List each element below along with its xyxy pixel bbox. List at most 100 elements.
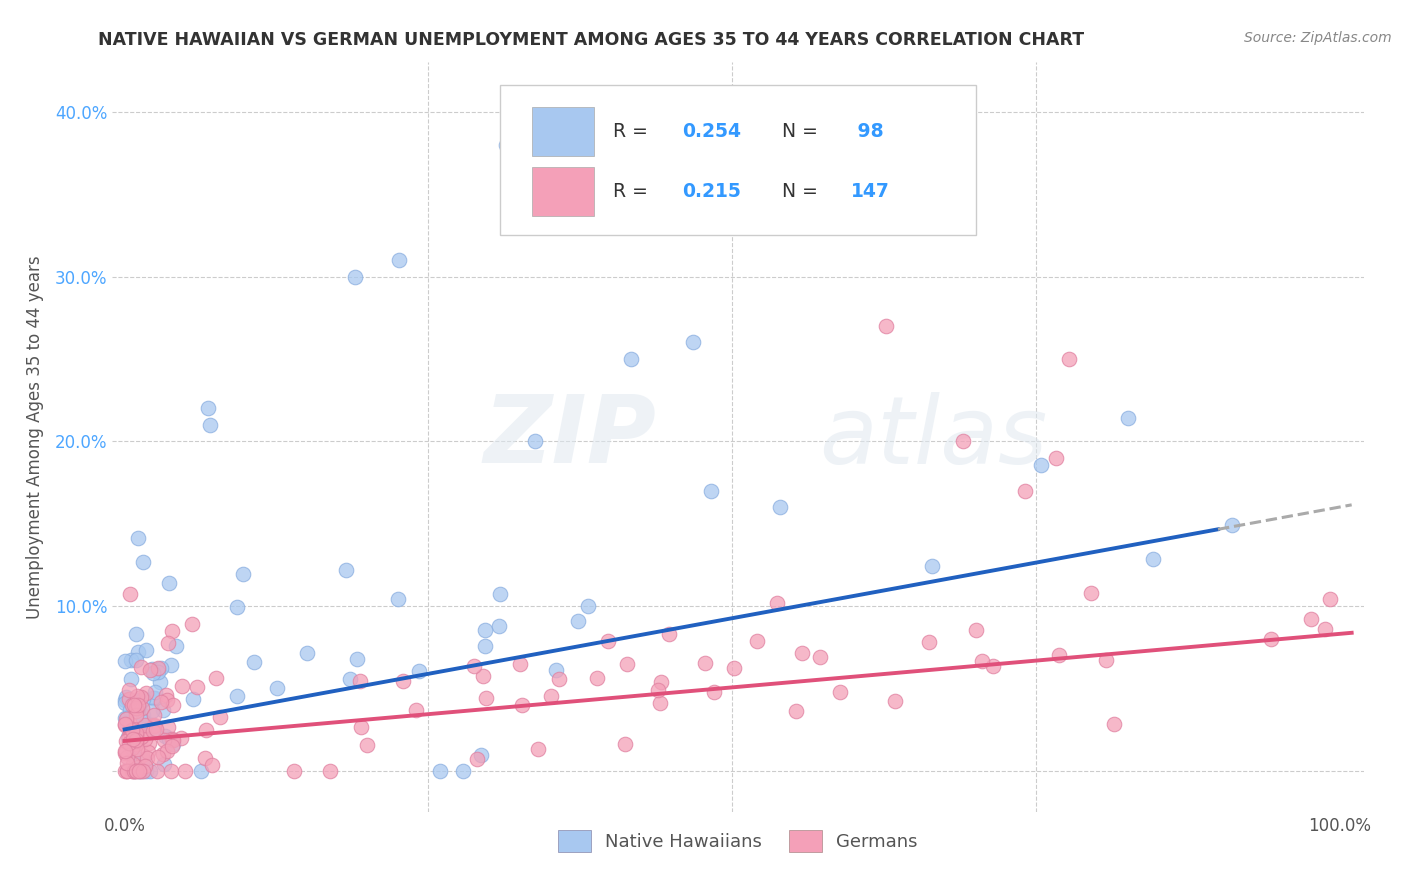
Point	[474, 639, 496, 653]
Point	[120, 703, 142, 717]
Point	[703, 685, 725, 699]
Point	[346, 652, 368, 666]
Point	[567, 614, 589, 628]
Point	[125, 733, 148, 747]
Point	[129, 660, 152, 674]
Point	[131, 729, 153, 743]
Point	[548, 672, 571, 686]
Point	[114, 654, 136, 668]
Point	[149, 661, 172, 675]
Point	[1031, 458, 1053, 472]
Point	[1315, 622, 1337, 636]
Point	[266, 681, 288, 695]
Point	[114, 692, 136, 706]
Point	[127, 698, 149, 712]
Point	[162, 737, 184, 751]
Point	[159, 764, 181, 778]
Point	[120, 653, 142, 667]
Point	[474, 623, 496, 637]
Point	[124, 704, 146, 718]
Point	[884, 694, 907, 708]
Point	[921, 558, 943, 573]
Point	[1319, 591, 1341, 606]
Point	[132, 751, 155, 765]
Point	[875, 318, 897, 333]
Point	[242, 655, 264, 669]
Point	[785, 704, 807, 718]
Point	[405, 703, 427, 717]
Point	[115, 749, 138, 764]
Point	[141, 704, 163, 718]
Point	[118, 587, 141, 601]
Point	[122, 698, 145, 712]
Point	[148, 750, 170, 764]
Point	[142, 717, 165, 731]
Point	[1220, 517, 1243, 532]
Point	[138, 663, 160, 677]
Point	[173, 764, 195, 778]
Point	[124, 727, 146, 741]
Point	[122, 764, 145, 778]
Point	[614, 737, 637, 751]
Point	[127, 759, 149, 773]
Point	[392, 673, 415, 688]
Point	[135, 751, 157, 765]
Point	[488, 619, 510, 633]
Point	[226, 689, 249, 703]
Point	[125, 726, 148, 740]
Point	[765, 596, 787, 610]
Point	[1047, 648, 1070, 662]
Point	[546, 663, 568, 677]
Point	[169, 731, 191, 745]
Point	[1045, 450, 1067, 465]
Point	[965, 624, 987, 638]
Point	[1095, 653, 1118, 667]
Point	[124, 764, 146, 778]
Point	[209, 709, 232, 723]
Point	[115, 690, 138, 705]
Point	[138, 716, 160, 731]
Point	[135, 764, 157, 778]
Point	[128, 695, 150, 709]
Point	[124, 764, 146, 778]
Point	[349, 674, 371, 689]
Point	[156, 692, 179, 706]
Text: R =: R =	[613, 182, 654, 201]
Point	[157, 576, 180, 591]
Point	[156, 636, 179, 650]
Point	[790, 646, 813, 660]
Point	[387, 592, 409, 607]
Point	[118, 683, 141, 698]
Point	[118, 692, 141, 706]
Point	[136, 745, 159, 759]
Point	[124, 652, 146, 666]
Point	[148, 661, 170, 675]
Point	[118, 716, 141, 731]
Point	[114, 764, 136, 778]
Point	[335, 563, 357, 577]
Point	[181, 692, 204, 706]
Point	[142, 690, 165, 705]
Point	[650, 675, 672, 690]
Point	[115, 764, 138, 778]
Point	[120, 725, 142, 739]
Point	[524, 434, 547, 449]
Point	[585, 671, 607, 685]
Point	[1299, 612, 1322, 626]
Point	[700, 483, 723, 498]
Point	[121, 723, 143, 738]
Point	[125, 729, 148, 743]
Point	[319, 764, 342, 778]
Text: 147: 147	[851, 182, 890, 201]
Point	[1102, 717, 1125, 731]
Point	[162, 733, 184, 747]
Point	[465, 752, 488, 766]
Point	[343, 269, 366, 284]
Point	[619, 351, 641, 366]
Point	[747, 634, 769, 648]
Point	[194, 723, 217, 737]
Point	[124, 729, 146, 743]
Point	[129, 690, 152, 705]
Point	[131, 691, 153, 706]
Point	[125, 627, 148, 641]
